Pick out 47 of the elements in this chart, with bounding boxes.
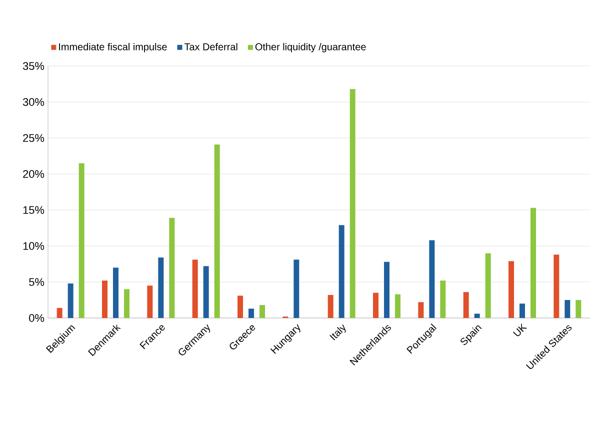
bar <box>192 260 198 318</box>
bar <box>463 292 469 318</box>
bar <box>158 258 164 318</box>
bar <box>429 240 435 318</box>
bar <box>395 294 401 318</box>
legend-label: Immediate fiscal impulse <box>59 43 167 52</box>
bar <box>238 296 243 318</box>
x-tick-label: UK <box>513 323 528 336</box>
legend-label: Other liquidity /guarantee <box>255 43 366 52</box>
bar <box>338 225 344 318</box>
y-tick-label: 15% <box>23 206 44 214</box>
bar <box>147 286 153 318</box>
bar <box>214 144 220 318</box>
x-tick-label: Italy <box>330 324 346 340</box>
bar <box>203 266 209 318</box>
bar <box>440 280 446 318</box>
bar <box>113 268 118 318</box>
bar <box>56 308 62 318</box>
bar <box>530 208 536 318</box>
bar <box>328 294 334 318</box>
bar <box>350 89 356 318</box>
bar <box>418 302 424 318</box>
bar <box>564 300 570 318</box>
y-tick-label: 25% <box>23 134 44 142</box>
y-tick-label: 5% <box>29 278 44 286</box>
bar <box>554 254 560 318</box>
bar <box>124 289 130 318</box>
bar <box>294 260 300 318</box>
bar <box>169 218 175 318</box>
y-tick-label: 10% <box>23 242 44 250</box>
bar <box>78 163 84 318</box>
y-tick-label: 30% <box>22 98 44 106</box>
bar <box>68 283 74 318</box>
bar <box>260 305 265 318</box>
y-tick-label: 20% <box>23 170 44 178</box>
bar <box>485 253 491 318</box>
bar <box>474 314 480 318</box>
bar <box>576 300 582 318</box>
bar <box>102 280 108 318</box>
y-tick-label: 0% <box>29 314 44 322</box>
bar <box>508 261 514 318</box>
bar <box>520 304 526 318</box>
y-tick-label: 35% <box>22 62 44 70</box>
legend-label: Tax Deferral <box>184 43 238 50</box>
bar <box>248 308 254 318</box>
bar <box>384 262 390 318</box>
bar <box>373 292 379 318</box>
